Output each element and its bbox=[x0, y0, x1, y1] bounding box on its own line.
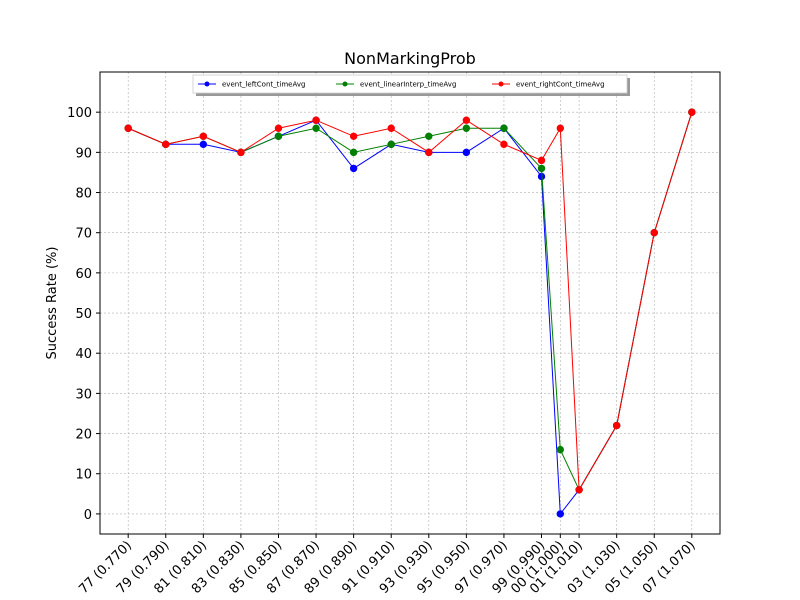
y-tick-label: 70 bbox=[75, 227, 92, 242]
data-point bbox=[237, 148, 245, 157]
data-point bbox=[462, 148, 471, 157]
data-point bbox=[462, 124, 471, 132]
data-point bbox=[349, 164, 358, 173]
data-point bbox=[537, 164, 546, 173]
plot-frame bbox=[99, 71, 721, 535]
data-point bbox=[349, 132, 358, 140]
legend-swatch-marker bbox=[342, 81, 348, 87]
data-point bbox=[312, 116, 320, 124]
data-point bbox=[537, 156, 546, 165]
y-tick-label: 90 bbox=[75, 146, 92, 161]
data-point bbox=[199, 132, 208, 140]
legend-label: event_leftCont_timeAvg bbox=[222, 81, 305, 89]
y-tick-label: 0 bbox=[84, 508, 92, 523]
data-point bbox=[124, 124, 132, 132]
legend-box bbox=[192, 74, 628, 94]
series-layer bbox=[124, 108, 696, 518]
data-point bbox=[650, 228, 658, 237]
y-axis-label: Success Rate (%) bbox=[45, 247, 60, 360]
y-tick-label: 50 bbox=[75, 307, 92, 322]
data-point bbox=[274, 132, 283, 140]
data-point bbox=[387, 140, 395, 149]
data-point bbox=[500, 140, 508, 149]
data-point bbox=[274, 124, 283, 132]
data-point bbox=[556, 124, 565, 132]
data-point bbox=[162, 140, 170, 149]
data-point bbox=[425, 148, 433, 157]
y-tick-label: 30 bbox=[75, 387, 92, 402]
y-axis: 0 10 20 30 40 50 60 70 80 90 100 bbox=[67, 106, 100, 523]
data-point bbox=[688, 108, 696, 116]
chart-title: NonMarkingProb bbox=[344, 49, 476, 68]
y-tick-label: 10 bbox=[75, 468, 92, 483]
data-point bbox=[612, 421, 621, 430]
data-point bbox=[556, 510, 565, 518]
y-tick-label: 60 bbox=[75, 267, 92, 282]
data-point bbox=[425, 132, 433, 140]
y-tick-label: 20 bbox=[75, 428, 92, 443]
data-point bbox=[312, 124, 320, 132]
legend: event_leftCont_timeAvg event_linearInterp… bbox=[192, 74, 630, 96]
y-tick-label: 40 bbox=[75, 347, 92, 362]
y-tick-label: 80 bbox=[75, 187, 92, 202]
legend-swatch-marker bbox=[204, 81, 210, 87]
data-point bbox=[462, 116, 471, 124]
data-point bbox=[349, 148, 358, 157]
data-point bbox=[500, 124, 508, 132]
data-point bbox=[387, 124, 395, 132]
legend-swatch-marker bbox=[498, 81, 504, 87]
data-point bbox=[199, 140, 208, 149]
legend-label: event_rightCont_timeAvg bbox=[516, 81, 605, 89]
data-point bbox=[556, 445, 565, 454]
data-point bbox=[575, 486, 583, 494]
legend-label: event_linearInterp_timeAvg bbox=[360, 81, 456, 89]
y-tick-label: 100 bbox=[67, 106, 92, 121]
